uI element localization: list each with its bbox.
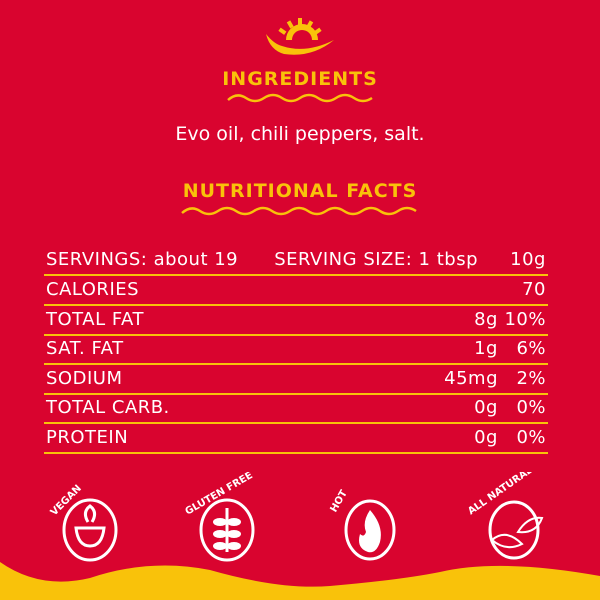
nutrient-label: SAT. FAT xyxy=(46,338,124,359)
nutrition-row: CALORIES 70 xyxy=(44,276,548,306)
badge-label: HOT xyxy=(329,488,350,514)
badge-label: GLUTEN FREE xyxy=(183,472,254,518)
ingredients-text: Evo oil, chili peppers, salt. xyxy=(175,123,425,145)
chili-sun-icon xyxy=(266,18,334,55)
badge-hot: HOT xyxy=(322,472,412,562)
wheat-icon: GLUTEN FREE xyxy=(183,470,255,562)
nutrition-title: NUTRITIONAL FACTS xyxy=(182,180,418,202)
nutrient-amount: 0g xyxy=(474,397,498,418)
nutrient-label: PROTEIN xyxy=(46,426,129,448)
nutrition-row: TOTAL FAT 8g 10% xyxy=(44,306,548,336)
nutrient-amount: 1g xyxy=(474,338,498,359)
bowl-icon: VEGAN xyxy=(49,483,118,562)
nutrient-amount: 8g xyxy=(474,308,498,330)
wavy-divider xyxy=(181,206,417,216)
nutrient-percent: 0% xyxy=(516,426,546,448)
nutrient-amount: 45mg xyxy=(444,367,498,389)
nutrient-amount: 0g xyxy=(474,426,498,448)
nutrition-row: SODIUM 45mg 2% xyxy=(44,365,548,395)
serving-size: SERVING SIZE: 1 tbsp xyxy=(274,249,478,270)
servings-row: SERVINGS: about 19 SERVING SIZE: 1 tbsp … xyxy=(44,246,548,276)
nutrient-percent: 2% xyxy=(516,367,546,389)
wavy-divider xyxy=(227,93,373,103)
ingredients-title: INGREDIENTS xyxy=(222,68,378,90)
nutrient-percent: 6% xyxy=(516,338,546,359)
badge-gluten-free: GLUTEN FREE xyxy=(180,470,270,562)
nutrition-row: SAT. FAT 1g 6% xyxy=(44,335,548,365)
flame-icon: HOT xyxy=(329,488,396,561)
nutrition-row: PROTEIN 0g 0% xyxy=(44,424,548,454)
leaf-icon: ALL NATURAL xyxy=(466,464,544,560)
nutrient-label: TOTAL CARB. xyxy=(46,397,170,418)
nutrient-percent: 70 xyxy=(522,279,546,300)
nutrient-percent: 10% xyxy=(504,308,546,330)
serving-size-value: 10g xyxy=(510,249,546,270)
wave-footer xyxy=(0,562,600,600)
nutrient-label: SODIUM xyxy=(46,367,123,389)
nutrition-row: TOTAL CARB. 0g 0% xyxy=(44,394,548,424)
badge-vegan: VEGAN xyxy=(40,472,130,562)
badge-label: VEGAN xyxy=(49,483,84,518)
badge-label: ALL NATURAL xyxy=(466,472,535,517)
nutrient-label: CALORIES xyxy=(46,279,140,300)
badge-all-natural: ALL NATURAL xyxy=(462,464,552,562)
servings: SERVINGS: about 19 xyxy=(46,249,239,270)
nutrient-percent: 0% xyxy=(516,397,546,418)
nutrient-label: TOTAL FAT xyxy=(46,308,144,330)
